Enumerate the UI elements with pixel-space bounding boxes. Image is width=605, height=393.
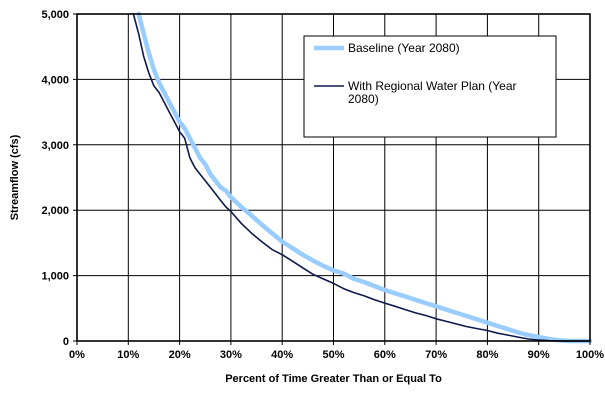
- legend-label-regional-plan: With Regional Water Plan (Year 2080): [348, 79, 517, 106]
- series-line-regional-plan: [132, 13, 591, 342]
- legend-label-baseline: Baseline (Year 2080): [348, 41, 460, 55]
- legend-label-line: With Regional Water Plan (Year: [348, 79, 517, 93]
- legend-box: [303, 35, 557, 138]
- x-tick-label: 80%: [476, 349, 498, 361]
- x-tick-label: 30%: [220, 349, 242, 361]
- x-tick-label: 50%: [322, 349, 344, 361]
- x-tick-label: 90%: [528, 349, 550, 361]
- y-axis-title: Streamflow (cfs): [9, 134, 21, 220]
- series-line-baseline: [136, 11, 593, 344]
- y-tick-label: 1,000: [41, 271, 69, 283]
- x-tick-label: 0%: [69, 349, 85, 361]
- x-tick-label: 60%: [374, 349, 396, 361]
- x-tick-label: 70%: [425, 349, 447, 361]
- legend: Baseline (Year 2080) With Regional Water…: [303, 35, 557, 138]
- x-tick-label: 100%: [576, 349, 604, 361]
- x-tick-label: 20%: [169, 349, 191, 361]
- y-tick-label: 5,000: [41, 9, 69, 21]
- x-axis-title: Percent of Time Greater Than or Equal To: [225, 373, 442, 385]
- legend-label-line: 2080): [348, 92, 379, 106]
- x-tick-label: 40%: [271, 349, 293, 361]
- tick-layer: 0% 10% 20% 30% 40% 50% 60% 70% 80% 90% 100% 0 1,000 2…: [41, 9, 604, 361]
- y-tick-label: 2,000: [41, 205, 69, 217]
- y-tick-label: 3,000: [41, 140, 69, 152]
- x-tick-label: 10%: [117, 349, 139, 361]
- y-tick-label: 0: [63, 336, 69, 348]
- series-layer: [132, 11, 593, 344]
- y-tick-label: 4,000: [41, 74, 69, 86]
